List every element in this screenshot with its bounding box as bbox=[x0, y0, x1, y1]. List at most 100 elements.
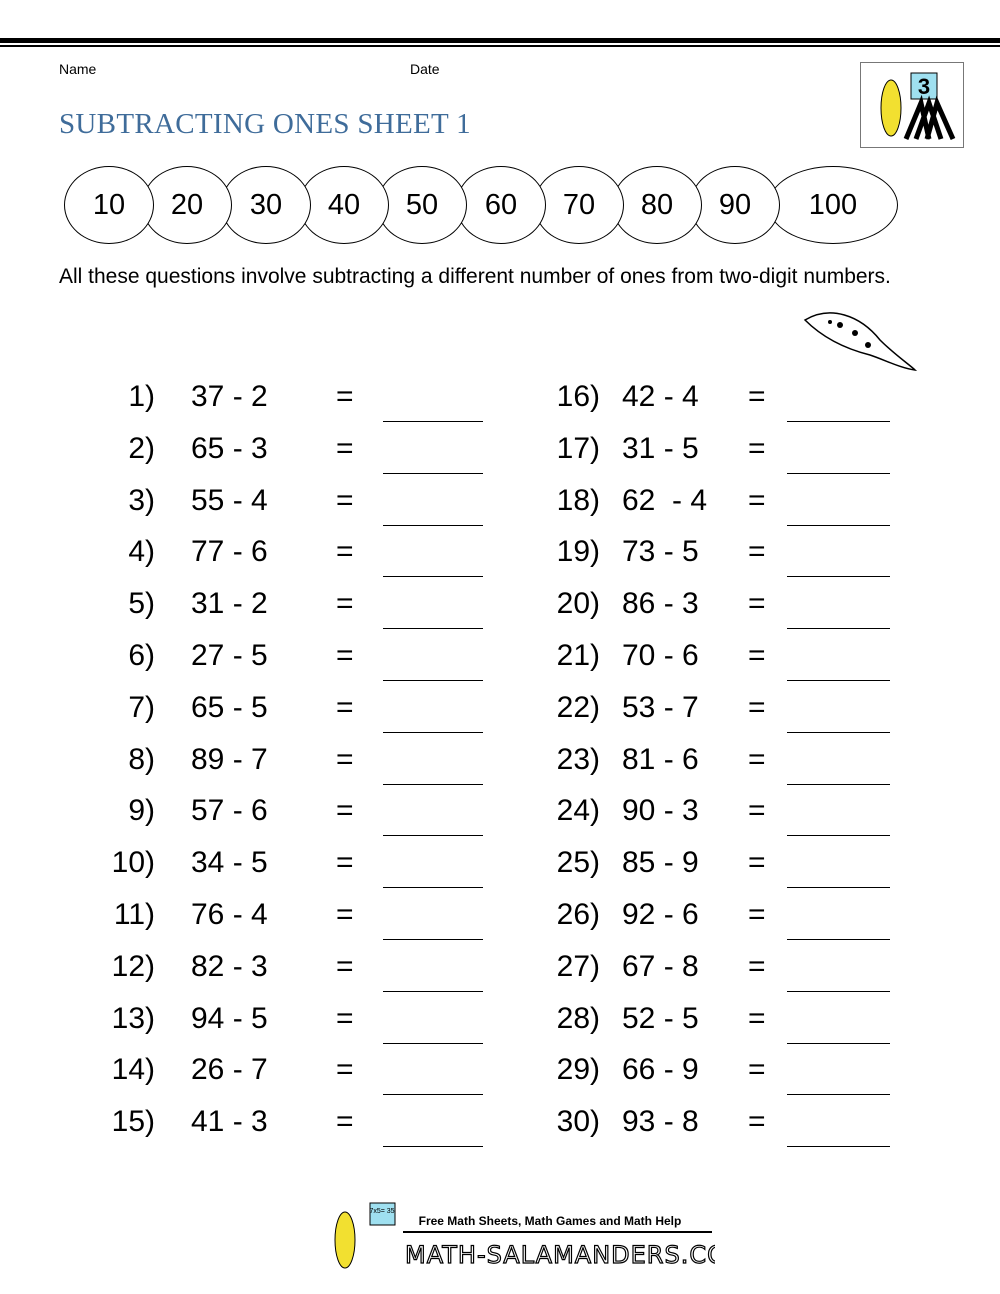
board-text: 7x5= 35 bbox=[369, 1208, 394, 1215]
question-number: 18) bbox=[556, 483, 600, 517]
question-expression: 26 - 7 bbox=[191, 1053, 268, 1087]
number-oval: 90 bbox=[690, 166, 780, 244]
question-number: 9) bbox=[128, 794, 155, 828]
equals-sign: = bbox=[748, 1053, 766, 1087]
answer-blank[interactable] bbox=[787, 680, 890, 681]
answer-blank[interactable] bbox=[383, 731, 483, 733]
answer-blank[interactable] bbox=[383, 783, 483, 785]
question-expression: 55 - 4 bbox=[191, 483, 268, 517]
question-number: 2) bbox=[128, 431, 155, 465]
question-expression: 86 - 3 bbox=[622, 587, 699, 621]
equals-sign: = bbox=[336, 898, 354, 931]
equals-sign: = bbox=[748, 587, 766, 621]
question-number: 13) bbox=[111, 1001, 155, 1035]
answer-blank[interactable] bbox=[383, 939, 483, 940]
question-number: 16) bbox=[556, 380, 600, 413]
equals-sign: = bbox=[748, 898, 766, 931]
equals-sign: = bbox=[336, 742, 354, 776]
question-expression: 94 - 5 bbox=[191, 1001, 268, 1035]
equals-sign: = bbox=[748, 639, 766, 672]
answer-blank[interactable] bbox=[787, 524, 890, 526]
question-number: 30) bbox=[556, 1105, 600, 1139]
answer-blank[interactable] bbox=[383, 421, 483, 422]
equals-sign: = bbox=[748, 1001, 766, 1035]
question-number: 27) bbox=[556, 949, 600, 983]
question-expression: 34 - 5 bbox=[191, 846, 268, 880]
question-expression: 85 - 9 bbox=[622, 846, 699, 880]
answer-blank[interactable] bbox=[787, 1042, 890, 1044]
answer-blank[interactable] bbox=[383, 628, 483, 630]
question-number: 23) bbox=[556, 742, 600, 776]
answer-blank[interactable] bbox=[383, 1146, 483, 1148]
date-label: Date bbox=[410, 61, 440, 77]
equals-sign: = bbox=[748, 949, 766, 983]
question-number: 7) bbox=[128, 690, 155, 724]
answer-blank[interactable] bbox=[383, 524, 483, 526]
answer-blank[interactable] bbox=[787, 576, 890, 578]
top-rule bbox=[0, 38, 1000, 43]
question-number: 20) bbox=[556, 587, 600, 621]
question-number: 10) bbox=[111, 846, 155, 880]
answer-blank[interactable] bbox=[787, 731, 890, 733]
answer-blank[interactable] bbox=[383, 1042, 483, 1044]
question-number: 6) bbox=[128, 639, 155, 672]
number-oval: 60 bbox=[456, 166, 546, 244]
question-expression: 52 - 5 bbox=[622, 1001, 699, 1035]
question-number: 14) bbox=[111, 1053, 155, 1087]
question-expression: 31 - 5 bbox=[622, 431, 699, 465]
answer-blank[interactable] bbox=[787, 628, 890, 630]
question-expression: 31 - 2 bbox=[191, 587, 268, 621]
answer-blank[interactable] bbox=[787, 1146, 890, 1148]
question-number: 25) bbox=[556, 846, 600, 880]
equals-sign: = bbox=[336, 639, 354, 672]
equals-sign: = bbox=[336, 794, 354, 828]
top-rule-thin bbox=[0, 45, 1000, 47]
answer-blank[interactable] bbox=[787, 835, 890, 837]
answer-blank[interactable] bbox=[787, 472, 890, 474]
number-oval: 70 bbox=[534, 166, 624, 244]
answer-blank[interactable] bbox=[787, 887, 890, 889]
answer-blank[interactable] bbox=[787, 421, 890, 422]
question-number: 24) bbox=[556, 794, 600, 828]
answer-blank[interactable] bbox=[383, 680, 483, 681]
instructions: All these questions involve subtracting … bbox=[59, 265, 891, 288]
question-expression: 82 - 3 bbox=[191, 949, 268, 983]
question-number: 22) bbox=[556, 690, 600, 724]
salamander-icon bbox=[803, 312, 918, 372]
answer-blank[interactable] bbox=[383, 835, 483, 837]
question-number: 26) bbox=[556, 898, 600, 931]
equals-sign: = bbox=[336, 690, 354, 724]
answer-blank[interactable] bbox=[383, 472, 483, 474]
question-number: 19) bbox=[556, 535, 600, 569]
footer-tagline: Free Math Sheets, Math Games and Math He… bbox=[419, 1214, 682, 1228]
footer-site: MATH-SALAMANDERS.COM bbox=[405, 1241, 715, 1269]
question-number: 8) bbox=[128, 742, 155, 776]
equals-sign: = bbox=[336, 431, 354, 465]
question-number: 5) bbox=[128, 587, 155, 621]
question-expression: 90 - 3 bbox=[622, 794, 699, 828]
number-oval: 40 bbox=[299, 166, 389, 244]
answer-blank[interactable] bbox=[383, 990, 483, 992]
equals-sign: = bbox=[748, 1105, 766, 1139]
answer-blank[interactable] bbox=[787, 1094, 890, 1096]
answer-blank[interactable] bbox=[383, 576, 483, 578]
equals-sign: = bbox=[336, 949, 354, 983]
answer-blank[interactable] bbox=[787, 783, 890, 785]
question-expression: 81 - 6 bbox=[622, 742, 699, 776]
equals-sign: = bbox=[336, 587, 354, 621]
equals-sign: = bbox=[336, 1105, 354, 1139]
answer-blank[interactable] bbox=[787, 990, 890, 992]
answer-blank[interactable] bbox=[383, 1094, 483, 1096]
equals-sign: = bbox=[336, 1053, 354, 1087]
number-oval: 20 bbox=[142, 166, 232, 244]
number-oval: 80 bbox=[612, 166, 702, 244]
question-expression: 67 - 8 bbox=[622, 949, 699, 983]
question-expression: 73 - 5 bbox=[622, 535, 699, 569]
question-number: 15) bbox=[111, 1105, 155, 1139]
equals-sign: = bbox=[748, 535, 766, 569]
equals-sign: = bbox=[336, 846, 354, 880]
number-oval: 50 bbox=[377, 166, 467, 244]
question-expression: 27 - 5 bbox=[191, 639, 268, 672]
answer-blank[interactable] bbox=[383, 887, 483, 889]
answer-blank[interactable] bbox=[787, 939, 890, 940]
